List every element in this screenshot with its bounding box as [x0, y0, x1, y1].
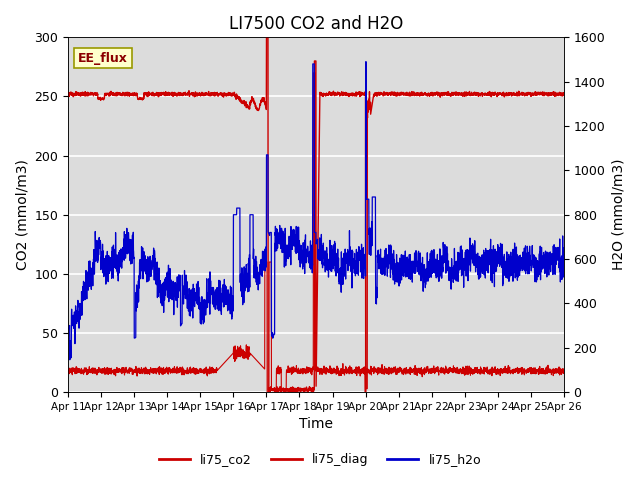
- Y-axis label: CO2 (mmol/m3): CO2 (mmol/m3): [15, 159, 29, 270]
- Legend: li75_co2, li75_diag, li75_h2o: li75_co2, li75_diag, li75_h2o: [154, 448, 486, 471]
- Title: LI7500 CO2 and H2O: LI7500 CO2 and H2O: [229, 15, 403, 33]
- Y-axis label: H2O (mmol/m3): H2O (mmol/m3): [611, 159, 625, 270]
- X-axis label: Time: Time: [299, 418, 333, 432]
- Text: EE_flux: EE_flux: [78, 51, 128, 64]
